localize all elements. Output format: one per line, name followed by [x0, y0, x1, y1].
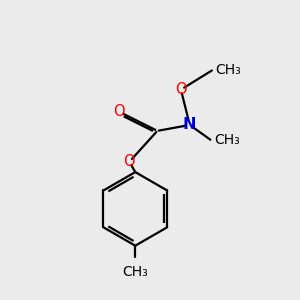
Text: O: O — [175, 82, 187, 97]
Text: CH₃: CH₃ — [122, 266, 148, 279]
Text: O: O — [124, 154, 135, 169]
Text: CH₃: CH₃ — [214, 133, 240, 147]
Text: O: O — [113, 104, 125, 119]
Text: N: N — [183, 118, 196, 133]
Text: CH₃: CH₃ — [215, 64, 241, 77]
